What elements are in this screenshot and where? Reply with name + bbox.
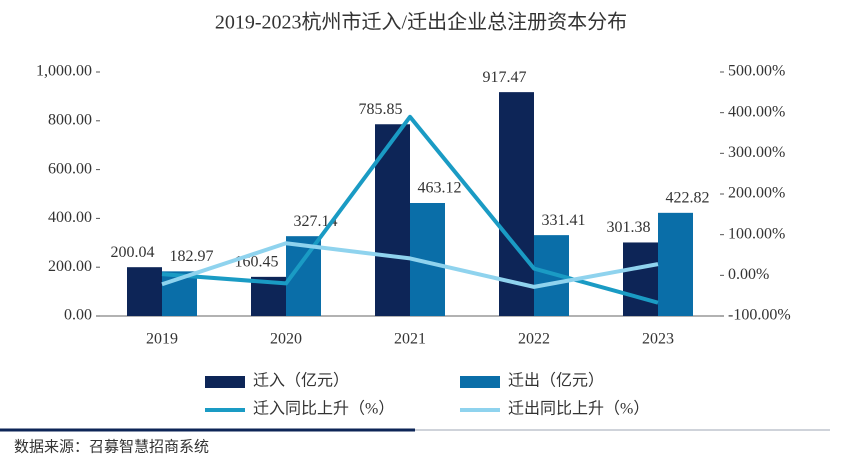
data-label: 463.12	[418, 180, 462, 197]
data-label: 200.04	[111, 244, 155, 261]
y-tick-label: 200.00	[48, 258, 92, 275]
y-tick-label: 600.00	[48, 160, 92, 177]
y-tick-label: 400.00	[48, 209, 92, 226]
source-note: 数据来源：召募智慧招商系统	[14, 437, 209, 455]
y2-tick-label: 500.00%	[728, 63, 785, 80]
legend-label: 迁入（亿元）	[253, 372, 349, 390]
y2-tick-label: 0.00%	[728, 266, 769, 283]
bar	[375, 124, 410, 317]
y-tick-label: 0.00	[64, 307, 92, 324]
data-label: 917.47	[483, 69, 527, 86]
y-tick-label: 800.00	[48, 111, 92, 128]
legend-label: 迁出（亿元）	[508, 372, 604, 390]
x-tick-label: 2022	[518, 331, 550, 348]
bar	[658, 212, 693, 316]
x-tick-label: 2021	[394, 331, 426, 348]
x-tick-label: 2020	[270, 331, 302, 348]
legend-label: 迁入同比上升（%）	[253, 400, 394, 418]
y2-tick-label: 300.00%	[728, 144, 785, 161]
x-tick-label: 2019	[146, 331, 178, 348]
bar	[623, 242, 658, 316]
y2-tick-label: -100.00%	[728, 307, 791, 324]
x-tick-label: 2023	[642, 331, 674, 348]
data-label: 182.97	[170, 248, 214, 265]
y-tick-label: 1,000.00	[36, 63, 92, 80]
data-label: 301.38	[607, 219, 651, 236]
chart-title: 2019-2023杭州市迁入/迁出企业总注册资本分布	[215, 11, 627, 34]
y2-tick-label: 100.00%	[728, 225, 785, 242]
data-label: 422.82	[666, 190, 710, 207]
bar	[127, 267, 162, 316]
legend-label: 迁出同比上升（%）	[508, 400, 649, 418]
y2-tick-label: 400.00%	[728, 103, 785, 120]
data-label: 331.41	[542, 212, 586, 229]
y2-tick-label: 200.00%	[728, 185, 785, 202]
line	[161, 241, 659, 289]
data-label: 785.85	[359, 101, 403, 118]
legend-swatch	[205, 376, 245, 388]
legend-swatch	[460, 376, 500, 388]
data-label: 327.14	[294, 213, 338, 230]
